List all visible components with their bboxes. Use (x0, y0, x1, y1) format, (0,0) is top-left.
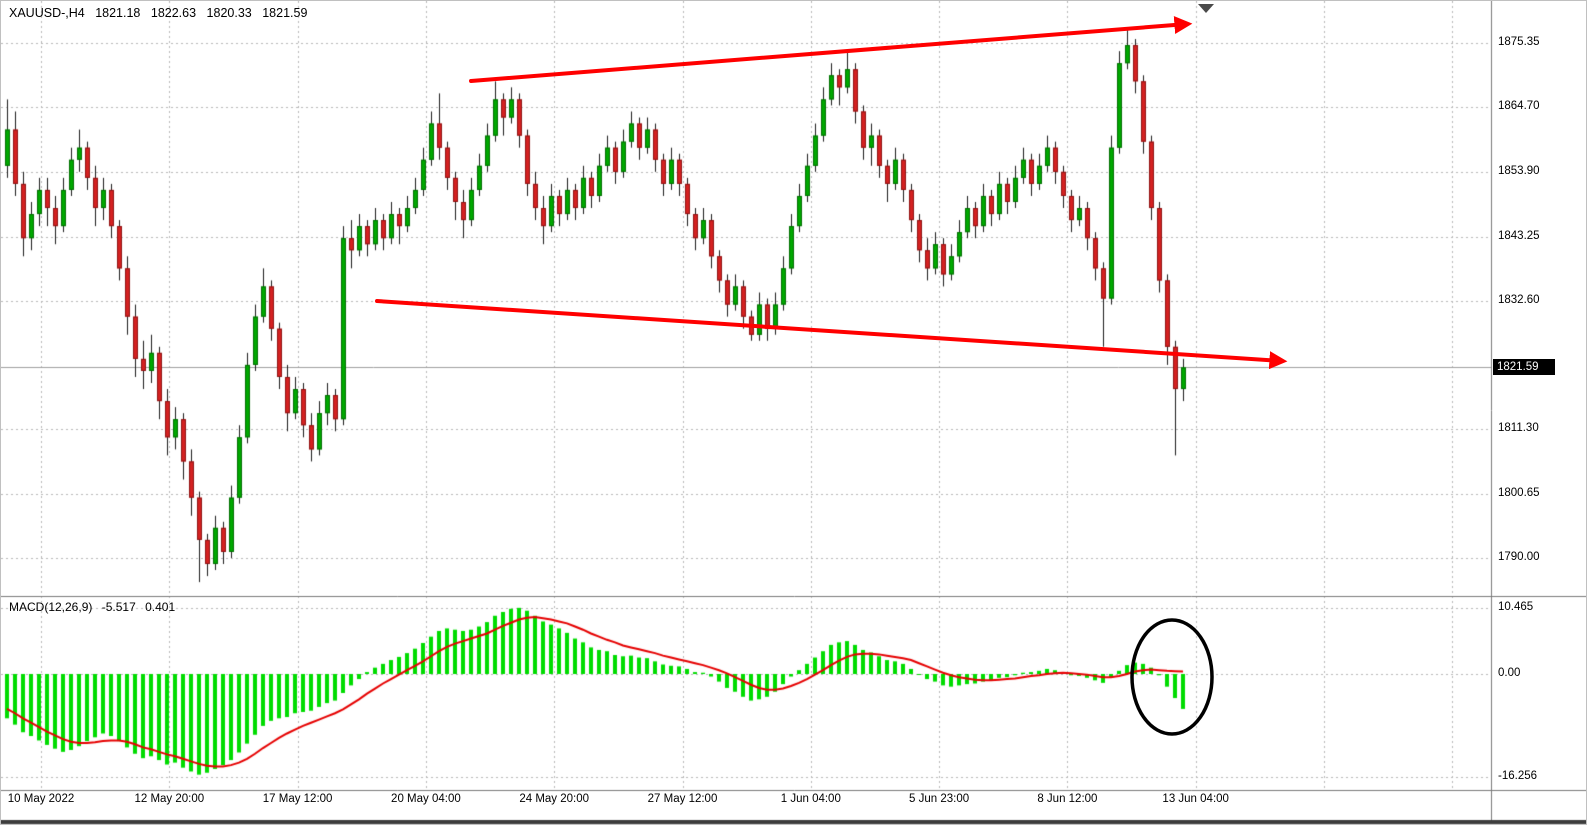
current-price-value: 1821.59 (1497, 361, 1539, 374)
chart-shift-marker[interactable] (1198, 4, 1214, 13)
macd-indicator-label: MACD(12,26,9) -5.517 0.401 (9, 600, 181, 614)
macd-signal-value: 0.401 (145, 600, 176, 614)
close-value: 1821.59 (262, 6, 308, 20)
macd-main-value: -5.517 (101, 600, 136, 614)
upper-trendline-arrow[interactable] (469, 16, 1193, 83)
open-value: 1821.18 (95, 6, 141, 20)
high-value: 1822.63 (150, 6, 197, 20)
symbol-ohlc-info: XAUUSD-,H4 1821.18 1822.63 1820.33 1821.… (9, 6, 314, 20)
current-price-badge: 1821.59 (1493, 359, 1555, 376)
macd-highlight-ellipse[interactable] (1130, 618, 1214, 736)
symbol-timeframe-label: XAUUSD-,H4 (9, 6, 85, 20)
lower-trendline-arrow[interactable] (375, 299, 1288, 370)
macd-title: MACD(12,26,9) (9, 600, 93, 614)
low-value: 1820.33 (206, 6, 252, 20)
